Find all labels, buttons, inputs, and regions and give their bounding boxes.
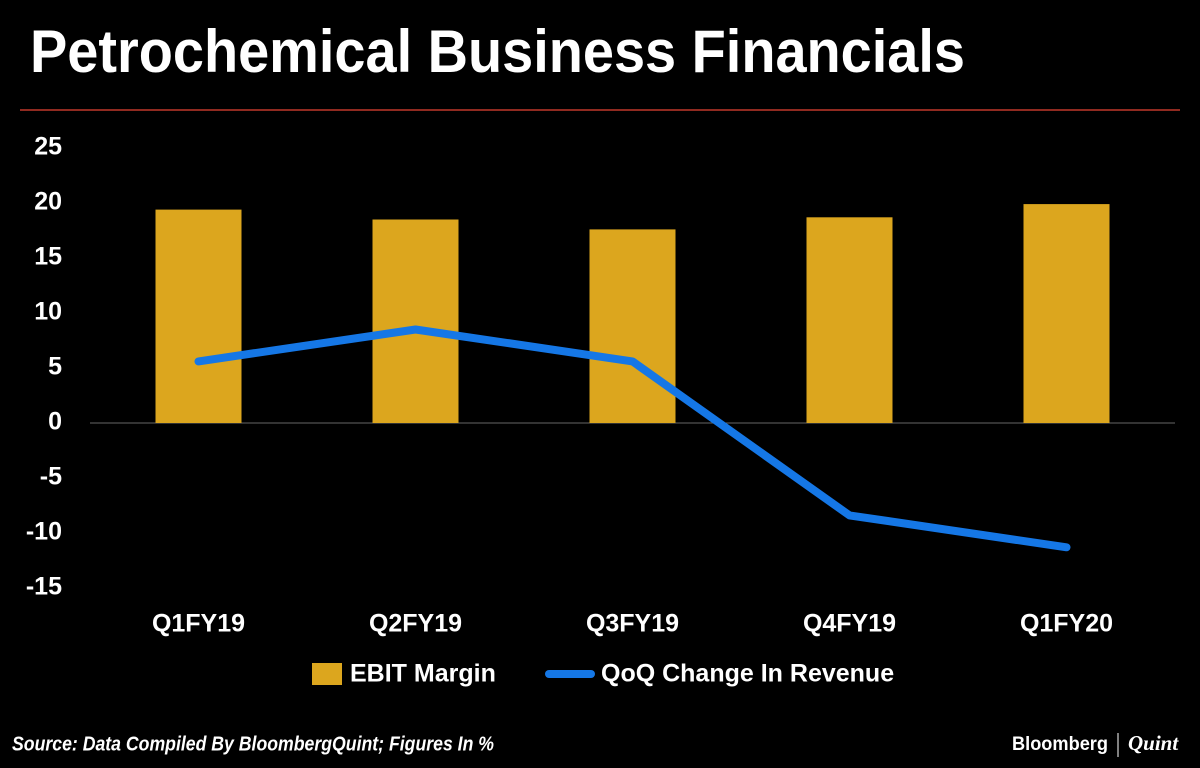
line — [194, 325, 1071, 552]
y-tick-label: 5 — [48, 353, 62, 381]
bar — [372, 219, 459, 423]
y-tick-label: -15 — [26, 573, 62, 601]
brand-logo: Bloomberg — [1012, 734, 1108, 755]
bar — [1023, 204, 1110, 423]
legend-swatch — [312, 663, 342, 685]
y-tick-label: -5 — [40, 463, 62, 491]
brand-logo: Quint — [1128, 731, 1179, 755]
x-tick-label: Q1FY19 — [152, 610, 245, 638]
source-note: Source: Data Compiled By BloombergQuint;… — [12, 733, 494, 755]
y-tick-label: 10 — [34, 298, 62, 326]
bar — [806, 217, 893, 423]
y-tick-label: 15 — [34, 243, 62, 271]
y-tick-label: 0 — [48, 408, 62, 436]
x-tick-label: Q1FY20 — [1020, 610, 1113, 638]
bar — [589, 229, 676, 423]
legend-label: QoQ Change In Revenue — [601, 660, 894, 688]
chart-title: Petrochemical Business Financials — [30, 18, 965, 85]
y-tick-label: 25 — [34, 133, 62, 161]
x-tick-label: Q4FY19 — [803, 610, 896, 638]
bar — [155, 209, 242, 423]
x-tick-label: Q2FY19 — [369, 610, 462, 638]
y-tick-label: -10 — [26, 518, 62, 546]
y-tick-label: 20 — [34, 188, 62, 216]
legend-label: EBIT Margin — [350, 660, 496, 688]
x-tick-label: Q3FY19 — [586, 610, 679, 638]
